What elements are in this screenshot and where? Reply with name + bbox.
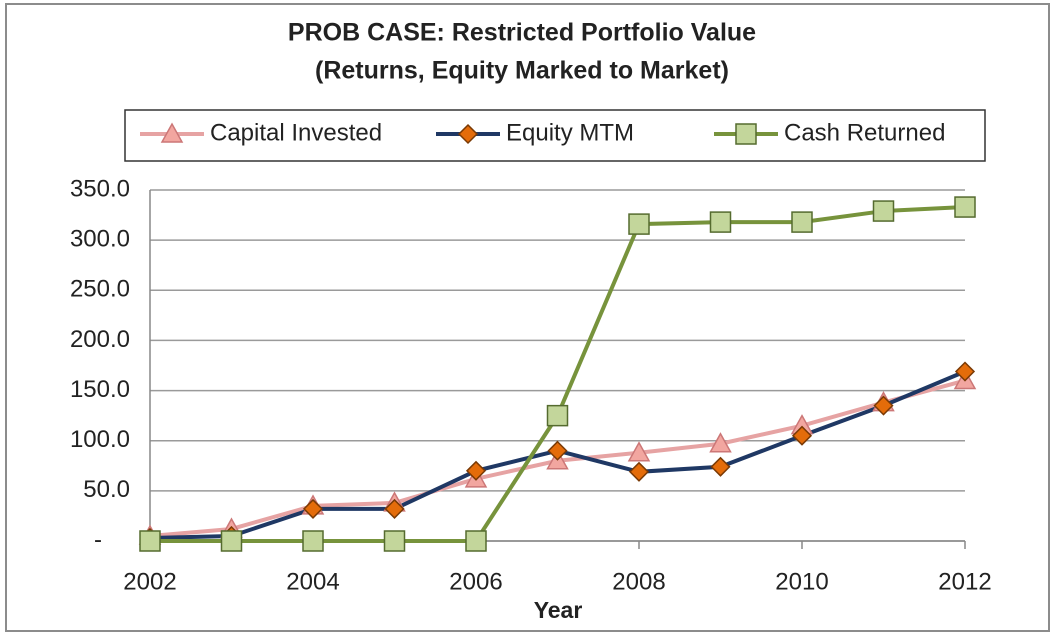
x-tick-label: 2008 xyxy=(612,568,665,595)
y-tick-label: 150.0 xyxy=(70,376,130,403)
legend-label: Equity MTM xyxy=(506,119,634,146)
marker xyxy=(384,498,405,519)
marker xyxy=(791,425,813,446)
y-tick-label: 300.0 xyxy=(70,225,130,252)
marker xyxy=(302,530,324,552)
marker xyxy=(546,404,569,427)
y-tick-label: 50.0 xyxy=(83,476,130,503)
marker xyxy=(302,498,324,519)
marker xyxy=(873,395,894,416)
legend-box xyxy=(124,109,986,162)
marker xyxy=(465,460,487,481)
marker xyxy=(954,361,976,382)
x-tick-label: 2010 xyxy=(775,568,828,595)
marker xyxy=(465,530,487,552)
marker xyxy=(547,440,568,461)
marker xyxy=(383,530,406,552)
marker xyxy=(791,211,813,233)
marker xyxy=(139,530,161,552)
y-tick-label: - xyxy=(94,526,102,553)
marker xyxy=(872,200,895,222)
chart-frame xyxy=(5,3,1050,632)
chart-subtitle: (Returns, Equity Marked to Market) xyxy=(315,57,729,85)
marker xyxy=(735,123,757,145)
marker xyxy=(954,196,976,218)
marker xyxy=(628,461,650,482)
marker xyxy=(627,441,651,462)
x-axis-label: Year xyxy=(534,597,583,623)
legend-label: Capital Invested xyxy=(210,119,382,146)
x-tick-label: 2012 xyxy=(938,568,991,595)
legend-label: Cash Returned xyxy=(784,119,945,146)
marker xyxy=(160,122,184,143)
y-tick-label: 100.0 xyxy=(70,426,130,453)
y-tick-label: 250.0 xyxy=(70,276,130,303)
x-tick-label: 2002 xyxy=(123,568,176,595)
x-tick-label: 2006 xyxy=(449,568,502,595)
x-tick-label: 2004 xyxy=(286,568,339,595)
marker xyxy=(628,213,650,235)
y-tick-label: 350.0 xyxy=(70,175,130,202)
y-tick-label: 200.0 xyxy=(70,326,130,353)
marker xyxy=(709,432,732,453)
marker xyxy=(709,211,732,233)
chart-title: PROB CASE: Restricted Portfolio Value xyxy=(288,19,756,47)
marker xyxy=(220,530,243,552)
marker xyxy=(457,123,479,145)
marker xyxy=(710,456,731,477)
